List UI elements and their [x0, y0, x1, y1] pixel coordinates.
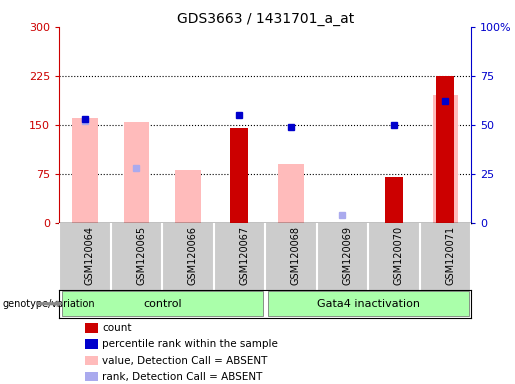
Text: GSM120071: GSM120071	[445, 226, 455, 285]
Text: GSM120068: GSM120068	[291, 226, 301, 285]
Text: GSM120065: GSM120065	[136, 226, 146, 285]
Text: GSM120067: GSM120067	[239, 226, 249, 285]
Text: value, Detection Call = ABSENT: value, Detection Call = ABSENT	[102, 356, 267, 366]
Text: control: control	[143, 299, 181, 309]
Bar	[72, 118, 98, 223]
Text: GSM120069: GSM120069	[342, 226, 352, 285]
FancyBboxPatch shape	[268, 291, 469, 316]
Bar	[385, 177, 403, 223]
Bar	[175, 170, 201, 223]
Text: count: count	[102, 323, 131, 333]
FancyBboxPatch shape	[62, 291, 263, 316]
Text: Gata4 inactivation: Gata4 inactivation	[317, 299, 420, 309]
Title: GDS3663 / 1431701_a_at: GDS3663 / 1431701_a_at	[177, 12, 354, 26]
Text: GSM120070: GSM120070	[394, 226, 404, 285]
Text: rank, Detection Call = ABSENT: rank, Detection Call = ABSENT	[102, 372, 262, 382]
Bar	[278, 164, 304, 223]
Text: genotype/variation: genotype/variation	[3, 299, 95, 309]
Bar	[433, 95, 458, 223]
Bar	[231, 128, 248, 223]
Bar	[436, 76, 454, 223]
Text: GSM120066: GSM120066	[188, 226, 198, 285]
Text: GSM120064: GSM120064	[85, 226, 95, 285]
Text: percentile rank within the sample: percentile rank within the sample	[102, 339, 278, 349]
Bar	[124, 121, 149, 223]
